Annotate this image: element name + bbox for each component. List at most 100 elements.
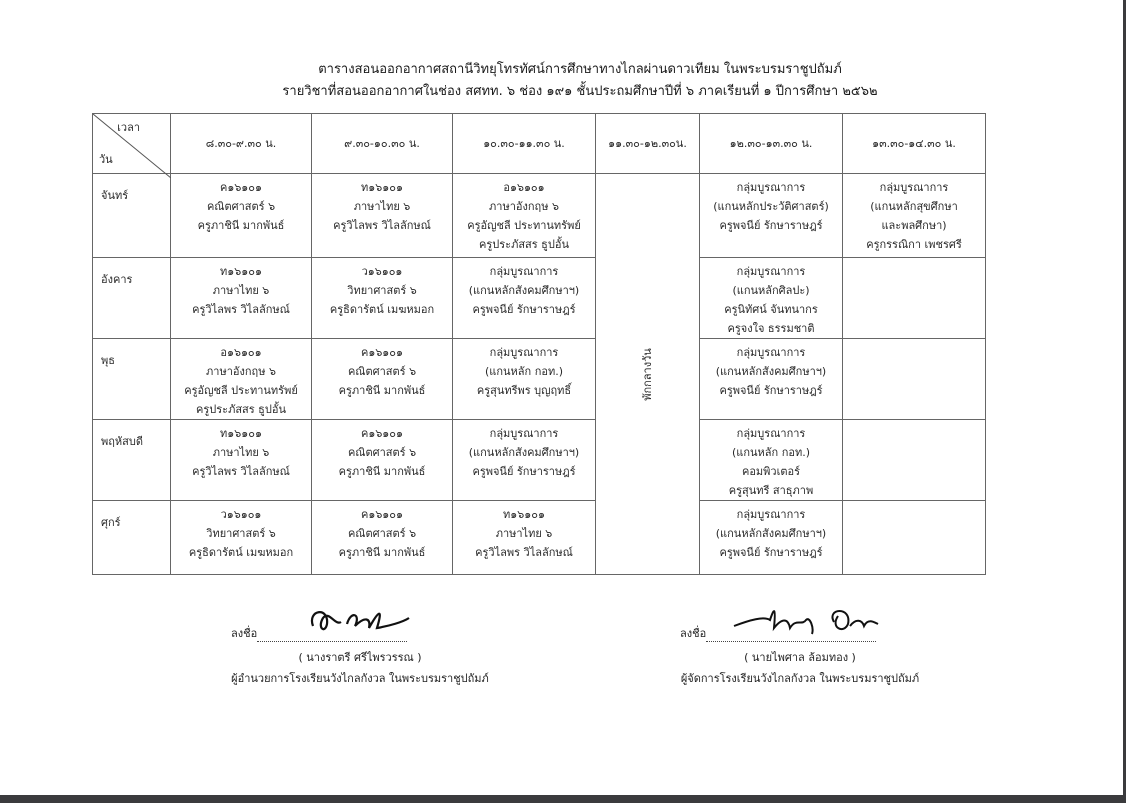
- column-header: ๑๐.๓๐-๑๑.๓๐ น.: [452, 113, 596, 174]
- cell-line: คณิตศาสตร์ ๖: [347, 446, 417, 459]
- subject-line: กลุ่มบูรณาการ: [736, 427, 806, 440]
- schedule-cell: กลุ่มบูรณาการ (แกนหลัก กอท.) ครูสุนทรีพร บ…: [452, 338, 596, 420]
- cell-line: ครูพจนีย์ รักษาราษฎร์: [719, 384, 823, 397]
- subject-line: กลุ่มบูรณาการ: [489, 427, 559, 440]
- day-label: พฤหัสบดี: [92, 419, 171, 501]
- cell-line: (แกนหลัก กอท.): [484, 365, 563, 378]
- table-row: พฤหัสบดี ท๑๖๑๐๑ภาษาไทย ๖ครูวิไลพร วิไลลัก…: [92, 419, 986, 501]
- cell-line: คอมพิวเตอร์: [741, 465, 801, 478]
- cell-line: ภาษาไทย ๖: [212, 284, 270, 297]
- cell-line: ครูธิดารัตน์ เมฆหมอก: [188, 546, 294, 559]
- diagonal-divider: [93, 114, 171, 178]
- corner-cell: เวลา วัน: [92, 113, 171, 178]
- cell-line: ครูภาชินี มากพันธ์: [338, 546, 426, 559]
- subject-line: ท๑๖๑๐๑: [503, 508, 545, 521]
- cell-line: (แกนหลักสังคมศึกษาฯ): [715, 365, 827, 378]
- cell-line: คณิตศาสตร์ ๖: [206, 200, 276, 213]
- cell-line: ครูวิไลพร วิไลลักษณ์: [192, 465, 290, 478]
- subject-line: กลุ่มบูรณาการ: [736, 508, 806, 521]
- day-label: พุธ: [92, 338, 171, 420]
- header-row: เวลา วัน ๘.๓๐-๙.๓๐ น. ๙.๓๐-๑๐.๓๐ น. ๑๐.๓…: [92, 113, 986, 178]
- schedule-cell: [842, 338, 986, 420]
- schedule-table: เวลา วัน ๘.๓๐-๙.๓๐ น. ๙.๓๐-๑๐.๓๐ น. ๑๐.๓…: [92, 113, 986, 575]
- day-label: ศุกร์: [92, 500, 171, 575]
- cell-line: ครูอัญชลี ประทานทรัพย์: [467, 219, 581, 232]
- cell-line: (แกนหลักสังคมศึกษาฯ): [715, 527, 827, 540]
- subject-line: ค๑๖๑๐๑: [219, 181, 262, 194]
- column-header: ๘.๓๐-๙.๓๐ น.: [170, 113, 312, 174]
- cell-line: คณิตศาสตร์ ๖: [347, 365, 417, 378]
- schedule-cell: กลุ่มบูรณาการ (แกนหลักสังคมศึกษาฯ) ครูพจนี…: [699, 338, 843, 420]
- column-header: ๑๓.๓๐-๑๔.๓๐ น.: [842, 113, 986, 174]
- cell-line: วิทยาศาสตร์ ๖: [206, 527, 276, 540]
- schedule-cell: กลุ่มบูรณาการ (แกนหลักสังคมศึกษาฯ) ครูพจนี…: [699, 500, 843, 575]
- schedule-cell: อ๑๖๑๐๑ภาษาอังกฤษ ๖ครูอัญชลี ประทานทรัพย์…: [452, 173, 596, 258]
- cell-line: ครูพจนีย์ รักษาราษฎร์: [472, 465, 576, 478]
- cell-line: ภาษาไทย ๖: [212, 446, 270, 459]
- day-label: อังคาร: [92, 257, 171, 339]
- cell-line: (แกนหลักสุขศึกษา: [870, 200, 958, 213]
- lunch-break-cell: พักกลางวัน: [595, 173, 700, 575]
- schedule-cell: [842, 419, 986, 501]
- cell-line: ครูพจนีย์ รักษาราษฎร์: [719, 546, 823, 559]
- cell-line: ภาษาอังกฤษ ๖: [489, 200, 559, 213]
- subject-line: อ๑๖๑๐๑: [220, 346, 262, 359]
- table-row: อังคาร ท๑๖๑๐๑ภาษาไทย ๖ครูวิไลพร วิไลลักษณ…: [92, 257, 986, 339]
- subject-line: ค๑๖๑๐๑: [360, 508, 403, 521]
- cell-line: ครูสุนทรี สาธุภาพ: [728, 484, 814, 497]
- signature-block-director: ลงชื่อ ( นางราตรี ศรีไพรวรรณ ) ผู้อำนวยก…: [225, 611, 495, 687]
- subject-line: อ๑๖๑๐๑: [503, 181, 545, 194]
- column-header: ๙.๓๐-๑๐.๓๐ น.: [311, 113, 453, 174]
- cell-line: ครูธิดารัตน์ เมฆหมอก: [329, 303, 435, 316]
- cell-line: (แกนหลักศิลปะ): [732, 284, 810, 297]
- subject-line: ค๑๖๑๐๑: [360, 427, 403, 440]
- cell-line: ครูกรรณิกา เพชรศรี: [866, 238, 962, 251]
- subject-line: กลุ่มบูรณาการ: [736, 265, 806, 278]
- cell-line: ครูภาชินี มากพันธ์: [338, 465, 426, 478]
- schedule-cell: กลุ่มบูรณาการ (แกนหลัก กอท.) คอมพิวเตอร์คร…: [699, 419, 843, 501]
- lunch-break-label: พักกลางวัน: [641, 347, 654, 401]
- cell-line: วิทยาศาสตร์ ๖: [347, 284, 417, 297]
- schedule-cell: กลุ่มบูรณาการ (แกนหลักประวัติศาสตร์) ครูพจ…: [699, 173, 843, 258]
- cell-line: ครูภาชินี มากพันธ์: [197, 219, 285, 232]
- corner-time-label: เวลา: [117, 121, 140, 134]
- cell-line: คณิตศาสตร์ ๖: [347, 527, 417, 540]
- schedule-cell: อ๑๖๑๐๑ ภาษาอังกฤษ ๖ครูอัญชลี ประทานทรัพย์…: [170, 338, 312, 420]
- subject-line: กลุ่มบูรณาการ: [489, 265, 559, 278]
- signer-name: ( นางราตรี ศรีไพรวรรณ ): [298, 651, 422, 664]
- cell-line: ภาษาไทย ๖: [495, 527, 553, 540]
- schedule-cell: ค๑๖๑๐๑คณิตศาสตร์ ๖ครูภาชินี มากพันธ์: [311, 500, 453, 575]
- cell-line: (แกนหลักประวัติศาสตร์): [713, 200, 829, 213]
- column-header: ๑๒.๓๐-๑๓.๓๐ น.: [699, 113, 843, 174]
- cell-line: ครูพจนีย์ รักษาราษฎร์: [472, 303, 576, 316]
- handwritten-signature: [310, 611, 410, 631]
- cell-line: ครูวิไลพร วิไลลักษณ์: [192, 303, 290, 316]
- cell-line: ครูประภัสสร ธูปอั้น: [479, 238, 569, 251]
- subject-line: ท๑๖๑๐๑: [220, 265, 262, 278]
- table-row: พุธ อ๑๖๑๐๑ ภาษาอังกฤษ ๖ครูอัญชลี ประทานทรั…: [92, 338, 986, 420]
- table-row: ศุกร์ ว๑๖๑๐๑ วิทยาศาสตร์ ๖ครูธิดารัตน์ เมฆ…: [92, 500, 986, 575]
- day-label: จันทร์: [92, 173, 171, 258]
- cell-line: ครูพจนีย์ รักษาราษฎร์: [719, 219, 823, 232]
- document-subtitle: รายวิชาที่สอนออกอากาศในช่อง สศทท. ๖ ช่อง…: [282, 84, 878, 99]
- document-title: ตารางสอนออกอากาศสถานีวิทยุโทรทัศน์การศึก…: [318, 62, 842, 77]
- subject-line: กลุ่มบูรณาการ: [879, 181, 949, 194]
- schedule-cell: ท๑๖๑๐๑ ภาษาไทย ๖ครูวิไลพร วิไลลักษณ์: [452, 500, 596, 575]
- schedule-cell: กลุ่มบูรณาการ (แกนหลักสังคมศึกษาฯ) ครูพจนี…: [452, 419, 596, 501]
- subject-line: ท๑๖๑๐๑: [220, 427, 262, 440]
- subject-line: กลุ่มบูรณาการ: [489, 346, 559, 359]
- sign-label: ลงชื่อ: [680, 627, 707, 640]
- cell-line: (แกนหลัก กอท.): [731, 446, 810, 459]
- signature-block-manager: ลงชื่อ ( นายไพศาล ล้อมทอง ) ผู้จัดการโรง…: [680, 610, 920, 687]
- schedule-cell: ว๑๖๑๐๑วิทยาศาสตร์ ๖ครูธิดารัตน์ เมฆหมอก: [311, 257, 453, 339]
- schedule-cell: กลุ่มบูรณาการ (แกนหลักสังคมศึกษาฯ) ครูพจนี…: [452, 257, 596, 339]
- cell-line: (แกนหลักสังคมศึกษาฯ): [468, 284, 580, 297]
- handwritten-signature: [733, 610, 879, 635]
- table-row: จันทร์ ค๑๖๑๐๑ คณิตศาสตร์ ๖ครูภาชินี มากพัน…: [92, 173, 986, 575]
- subject-line: ว๑๖๑๐๑: [361, 265, 403, 278]
- cell-line: และพลศึกษา): [881, 219, 947, 232]
- schedule-cell: ค๑๖๑๐๑คณิตศาสตร์ ๖ครูภาชินี มากพันธ์: [170, 173, 312, 258]
- corner-day-label: วัน: [99, 153, 113, 166]
- cell-line: ครูประภัสสร ธูปอั้น: [196, 403, 286, 416]
